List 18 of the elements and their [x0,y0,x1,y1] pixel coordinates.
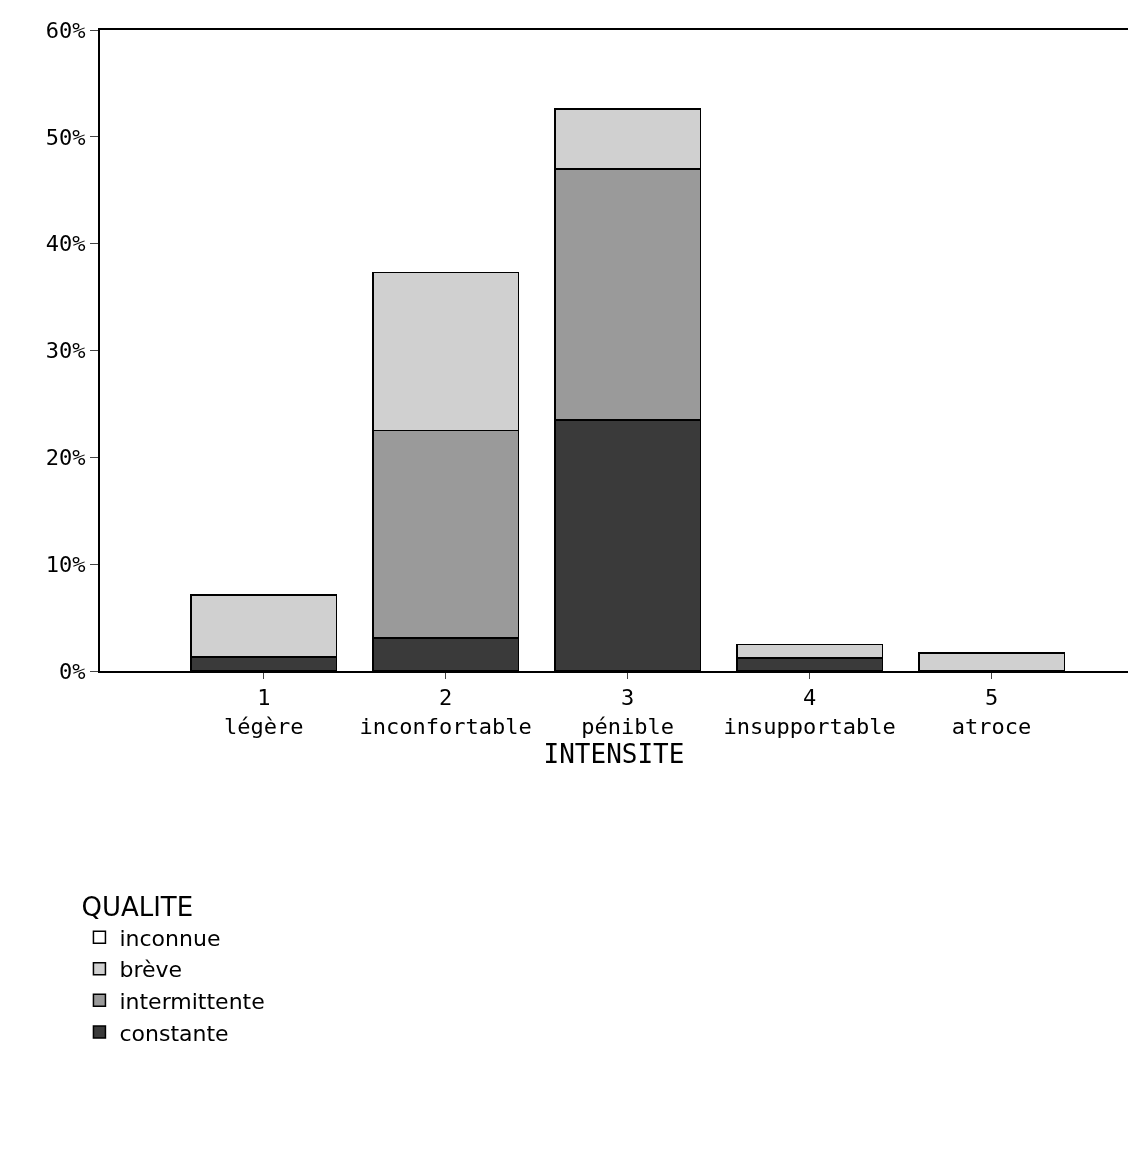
x-tick-label: 5 atroce [951,685,1032,739]
y-tick-label: 30% [45,338,86,364]
y-tick-label: 60% [45,17,86,43]
y-tick-label: 10% [45,551,86,577]
y-tick-label: 40% [45,231,86,257]
x-tick-label: 1 légère [224,685,304,739]
legend-title: QUALITE [81,892,194,923]
x-axis-title: INTENSITE [543,739,685,769]
legend-label: constante [119,1020,229,1046]
legend-label: intermittente [119,988,265,1014]
y-tick-label: 0% [59,658,86,684]
legend-label: brève [119,957,183,983]
y-tick-label: 20% [45,445,86,471]
x-tick-label: 3 pénible [581,685,675,739]
x-tick-label: 2 inconfortable [359,685,532,739]
y-tick-label: 50% [45,124,86,150]
x-tick-label: 4 insupportable [723,685,896,739]
legend-label: inconnue [119,925,221,951]
